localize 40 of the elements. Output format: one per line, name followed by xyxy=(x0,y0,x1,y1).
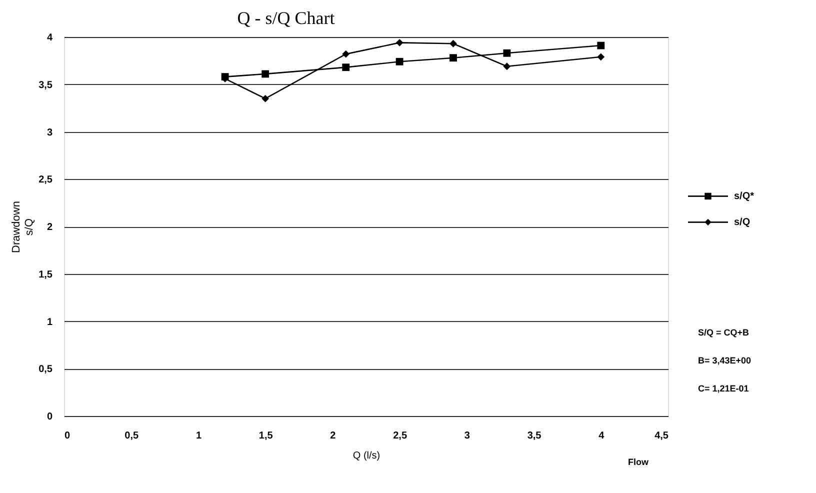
y-tick-label: 2,5 xyxy=(38,174,53,186)
point xyxy=(597,42,605,50)
point xyxy=(396,58,404,66)
text: S/Q = CQ+B xyxy=(698,328,750,338)
point xyxy=(262,70,270,78)
text: Flow xyxy=(628,457,650,467)
legend-label: s/Q* xyxy=(734,191,754,202)
x-axis-title: Q (l/s) xyxy=(352,450,380,462)
x-tick-label: 3,5 xyxy=(527,430,542,442)
y-tick-label: 2 xyxy=(46,222,53,233)
point xyxy=(396,38,404,46)
point xyxy=(262,94,270,102)
x-tick-label: 4 xyxy=(598,430,605,442)
point xyxy=(450,54,457,62)
y-tick-label: 4 xyxy=(46,32,53,44)
y-tick-label: 3,5 xyxy=(38,80,53,91)
legend-label: s/Q xyxy=(734,217,750,228)
x-tick-label: 0 xyxy=(64,430,70,442)
text: C= 1,21E-01 xyxy=(698,384,749,394)
point xyxy=(342,50,350,58)
text: B= 3,43E+00 xyxy=(698,356,752,366)
point xyxy=(503,49,511,57)
point xyxy=(503,62,511,70)
point xyxy=(450,40,457,48)
point xyxy=(597,53,605,61)
y-tick-label: 3 xyxy=(46,127,53,138)
y-tick-label: 1,5 xyxy=(38,269,53,280)
x-tick-label: 2 xyxy=(330,430,336,442)
y-tick-label: 1 xyxy=(46,316,53,328)
x-tick-label: 1,5 xyxy=(258,430,274,442)
point xyxy=(342,64,350,72)
x-tick-label: 1 xyxy=(196,430,202,442)
chart-title: Q - s/Q Chart xyxy=(237,8,335,28)
x-tick-label: 4,5 xyxy=(654,430,669,442)
y-tick-label: 0,5 xyxy=(38,364,53,376)
x-tick-label: 2,5 xyxy=(393,430,408,442)
y-axis-title: Drawdown s/Q xyxy=(10,201,36,253)
x-tick-label: 0,5 xyxy=(124,430,139,442)
x-tick-label: 3 xyxy=(464,430,470,442)
y-tick-label: 0 xyxy=(46,412,53,422)
